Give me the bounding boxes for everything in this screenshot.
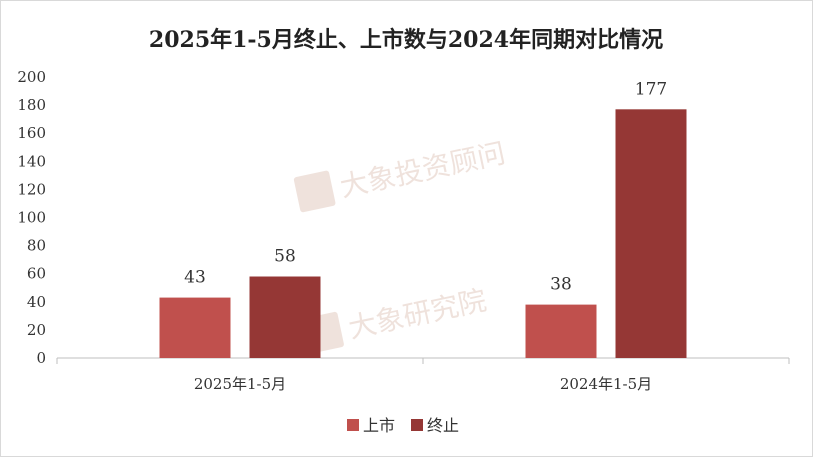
y-axis-tick-labels: 0 20 40 60 80 100 120 140 160 180 200 [17,68,46,367]
watermark-text: 大象研究院 [345,284,489,345]
y-tick-label: 80 [27,237,46,255]
y-tick-label: 160 [17,124,46,142]
data-label: 58 [274,247,296,267]
y-tick-label: 0 [36,349,46,367]
legend-swatch [347,419,359,431]
y-tick-label: 200 [17,68,46,86]
chart-title: 2025年1-5月终止、上市数与2024年同期对比情况 [149,27,663,53]
bar-上市-0 [159,297,231,358]
data-label: 38 [550,275,572,295]
y-tick-label: 140 [17,152,46,170]
elephant-logo-icon [293,170,336,213]
x-tick-label: 2025年1-5月 [194,375,286,393]
y-tick-label: 20 [27,321,46,339]
legend-swatch [411,419,423,431]
watermark-1: 大象投资顾问 [293,136,508,213]
data-label: 177 [635,79,667,99]
watermark-text: 大象投资顾问 [337,136,508,203]
x-tick-label: 2024年1-5月 [560,375,652,393]
y-tick-label: 120 [17,180,46,198]
data-label: 43 [184,268,206,288]
legend: 上市 终止 [347,416,459,435]
x-axis: 2025年1-5月 2024年1-5月 [56,357,790,393]
y-tick-label: 180 [17,96,46,114]
y-tick-label: 60 [27,265,46,283]
y-tick-label: 100 [17,209,46,227]
legend-label: 终止 [427,416,459,435]
bar-上市-1 [525,304,597,358]
y-tick-label: 40 [27,293,46,311]
bar-终止-1 [615,109,687,358]
legend-label: 上市 [363,416,395,435]
watermark-2: 大象研究院 [302,284,489,354]
bar-终止-0 [249,276,321,358]
bars: 43 58 38 177 [159,79,687,358]
